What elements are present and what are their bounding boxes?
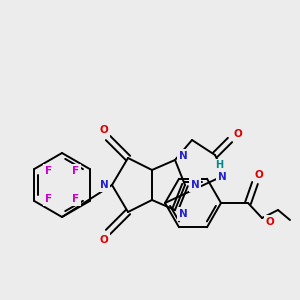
Text: O: O <box>100 125 108 135</box>
Text: N: N <box>100 180 108 190</box>
Text: F: F <box>45 166 52 176</box>
Text: F: F <box>45 194 52 204</box>
Text: O: O <box>100 235 108 245</box>
Text: N: N <box>218 172 226 182</box>
Text: N: N <box>178 151 188 161</box>
Text: N: N <box>178 209 188 219</box>
Text: H: H <box>215 160 223 170</box>
Text: O: O <box>266 217 274 227</box>
Text: F: F <box>72 194 79 204</box>
Text: F: F <box>72 166 79 176</box>
Text: N: N <box>190 180 200 190</box>
Text: O: O <box>255 170 263 180</box>
Text: O: O <box>234 129 242 139</box>
